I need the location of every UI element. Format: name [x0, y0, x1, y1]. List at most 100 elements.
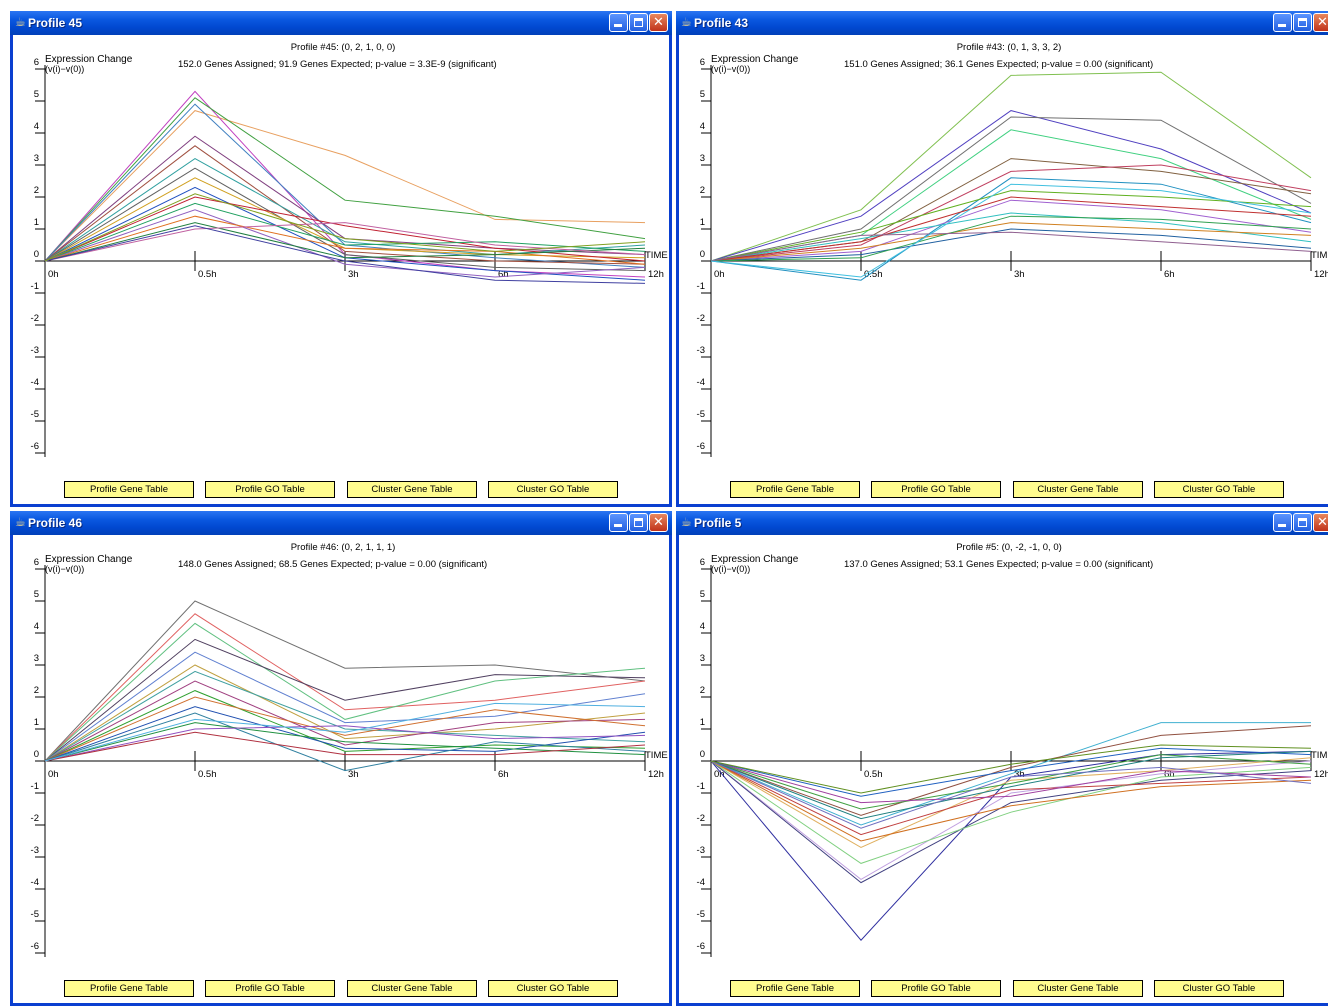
y-tick-label: -5	[697, 409, 705, 420]
profile-go-table-button[interactable]: Profile GO Table	[205, 980, 335, 997]
close-button[interactable]: ✕	[1313, 513, 1328, 532]
x-tick-label: 0.5h	[198, 769, 217, 780]
profile-go-table-button[interactable]: Profile GO Table	[205, 481, 335, 498]
y-tick-label: 1	[34, 217, 39, 228]
maximize-button[interactable]	[629, 13, 648, 32]
y-axis-subtitle: (v(i)−v(0))	[45, 564, 85, 574]
gene-profile-line	[710, 71, 1312, 262]
profile-chart: Profile #45: (0, 2, 1, 0, 0) 152.0 Genes …	[13, 35, 673, 487]
gene-profile-line	[44, 167, 646, 272]
x-tick-label: 0h	[48, 269, 59, 280]
java-cup-icon: ☕	[681, 15, 692, 29]
window-titlebar[interactable]: ☕ Profile 43 ✕	[676, 11, 1328, 35]
cluster-gene-table-button[interactable]: Cluster Gene Table	[347, 481, 477, 498]
y-tick-label: -4	[697, 377, 705, 388]
cluster-go-table-button[interactable]: Cluster GO Table	[488, 481, 618, 498]
maximize-button[interactable]	[1293, 513, 1312, 532]
close-button[interactable]: ✕	[1313, 13, 1328, 32]
y-tick-label: -5	[697, 909, 705, 920]
y-axis-title: Expression Change	[45, 54, 133, 65]
y-tick-label: 1	[34, 717, 39, 728]
close-button[interactable]: ✕	[649, 13, 668, 32]
y-tick-label: -1	[31, 781, 39, 792]
minimize-icon	[610, 14, 627, 31]
y-tick-label: 3	[700, 153, 705, 164]
gene-profile-line	[710, 760, 1312, 884]
profile-chart: Profile #43: (0, 1, 3, 3, 2) 151.0 Genes …	[679, 35, 1328, 487]
window-titlebar[interactable]: ☕ Profile 5 ✕	[676, 511, 1328, 535]
window-titlebar[interactable]: ☕ Profile 46 ✕	[10, 511, 672, 535]
cluster-go-table-button[interactable]: Cluster GO Table	[1154, 481, 1284, 498]
profile-stats: 148.0 Genes Assigned; 68.5 Genes Expecte…	[178, 559, 488, 570]
profile-window[interactable]: ☕ Profile 43 ✕ Profile #43: (0, 1, 3, 3, 2)…	[676, 11, 1328, 507]
profile-go-table-button[interactable]: Profile GO Table	[871, 980, 1001, 997]
gene-profile-line	[44, 702, 646, 762]
cluster-gene-table-button[interactable]: Cluster Gene Table	[347, 980, 477, 997]
y-tick-label: -3	[697, 345, 705, 356]
profile-window[interactable]: ☕ Profile 45 ✕ Profile #45: (0, 2, 1, 0, 0)…	[10, 11, 672, 507]
gene-profile-line	[710, 228, 1312, 262]
cluster-gene-table-button[interactable]: Cluster Gene Table	[1013, 980, 1143, 997]
gene-profile-line	[44, 145, 646, 265]
maximize-button[interactable]	[1293, 13, 1312, 32]
gene-profile-line	[710, 760, 1312, 836]
x-tick-label: 0.5h	[198, 269, 217, 280]
y-tick-label: -3	[31, 845, 39, 856]
x-tick-label: 12h	[1314, 269, 1328, 280]
y-tick-label: 6	[700, 57, 705, 68]
gene-profile-line	[710, 760, 1312, 881]
gene-profile-line	[44, 222, 646, 262]
y-tick-label: 3	[34, 653, 39, 664]
window-title: Profile 46	[28, 516, 83, 530]
minimize-button[interactable]	[1273, 513, 1292, 532]
cluster-go-table-button[interactable]: Cluster GO Table	[1154, 980, 1284, 997]
y-axis-title: Expression Change	[711, 554, 799, 565]
profile-gene-table-button[interactable]: Profile Gene Table	[64, 481, 194, 498]
y-tick-label: -4	[31, 877, 39, 888]
gene-profile-line	[44, 202, 646, 262]
maximize-icon	[1294, 14, 1311, 31]
cluster-go-table-button[interactable]: Cluster GO Table	[488, 980, 618, 997]
line-chart-svg: 6 5 4 3 2 1 0 -1 -2 -3 -4 -5 -6 0h 0.5h 3h 6h 12h TIME	[697, 57, 1328, 457]
gene-profile-line	[44, 600, 646, 762]
minimize-button[interactable]	[609, 13, 628, 32]
x-tick-label: 0h	[48, 769, 59, 780]
gene-profile-line	[44, 690, 646, 762]
gene-profile-line	[710, 222, 1312, 262]
profile-window[interactable]: ☕ Profile 46 ✕ Profile #46: (0, 2, 1, 1, 1)…	[10, 511, 672, 1006]
x-tick-label: 6h	[1164, 769, 1175, 780]
close-button[interactable]: ✕	[649, 513, 668, 532]
window-title: Profile 43	[694, 16, 749, 30]
x-tick-label: 3h	[1014, 269, 1025, 280]
profile-gene-table-button[interactable]: Profile Gene Table	[64, 980, 194, 997]
gene-profile-line	[44, 725, 646, 762]
y-tick-label: -4	[31, 377, 39, 388]
profile-gene-table-button[interactable]: Profile Gene Table	[730, 481, 860, 498]
y-tick-label: 2	[34, 185, 39, 196]
profile-stats: 137.0 Genes Assigned; 53.1 Genes Expecte…	[844, 559, 1154, 570]
gene-profile-line	[710, 760, 1312, 864]
minimize-icon	[1274, 514, 1291, 531]
y-tick-label: 2	[700, 685, 705, 696]
maximize-button[interactable]	[629, 513, 648, 532]
gene-profile-line	[710, 199, 1312, 262]
x-tick-label: 3h	[348, 269, 359, 280]
y-tick-label: -1	[697, 781, 705, 792]
y-tick-label: -6	[31, 441, 39, 452]
x-tick-label: 0h	[714, 769, 725, 780]
y-tick-label: -1	[31, 281, 39, 292]
y-tick-label: 6	[700, 557, 705, 568]
profile-go-table-button[interactable]: Profile GO Table	[871, 481, 1001, 498]
profile-gene-table-button[interactable]: Profile Gene Table	[730, 980, 860, 997]
cluster-gene-table-button[interactable]: Cluster Gene Table	[1013, 481, 1143, 498]
minimize-button[interactable]	[1273, 13, 1292, 32]
y-tick-label: -1	[697, 281, 705, 292]
close-icon: ✕	[1317, 15, 1328, 30]
profile-window[interactable]: ☕ Profile 5 ✕ Profile #5: (0, -2, -1, 0, 0)…	[676, 511, 1328, 1006]
y-tick-label: 5	[700, 589, 705, 600]
table-buttons-bar: Profile Gene Table Profile GO Table Cluste…	[679, 977, 1328, 1003]
minimize-button[interactable]	[609, 513, 628, 532]
gene-profile-line	[44, 638, 646, 762]
table-buttons-bar: Profile Gene Table Profile GO Table Cluste…	[13, 977, 669, 1003]
window-titlebar[interactable]: ☕ Profile 45 ✕	[10, 11, 672, 35]
